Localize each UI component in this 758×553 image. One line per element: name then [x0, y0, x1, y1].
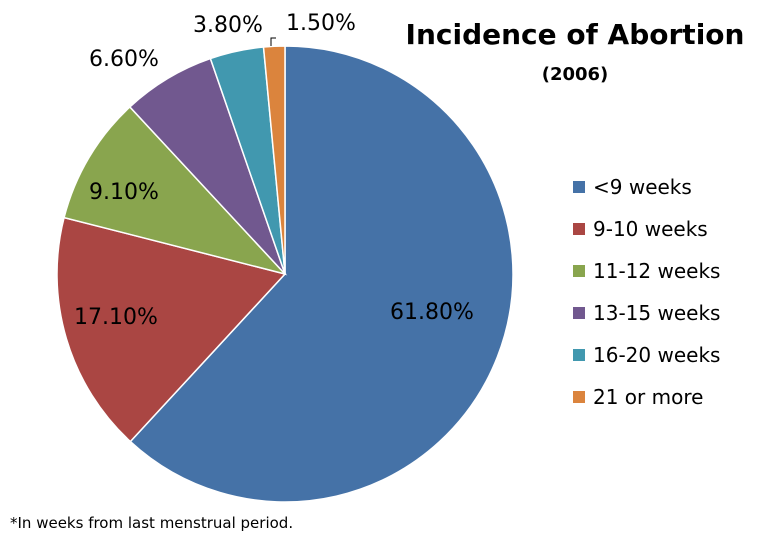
legend-item: 9-10 weeks [573, 214, 753, 256]
legend-label: <9 weeks [593, 175, 692, 199]
slice-label: 3.80% [193, 13, 263, 38]
legend-item: 13-15 weeks [573, 298, 753, 340]
legend-item: <9 weeks [573, 172, 753, 214]
legend-label: 13-15 weeks [593, 301, 721, 325]
legend-item: 16-20 weeks [573, 340, 753, 382]
slice-label: 6.60% [89, 47, 159, 72]
legend-swatch [573, 307, 585, 319]
chart-subtitle: (2006) [541, 64, 609, 85]
legend-label: 16-20 weeks [593, 343, 721, 367]
footnote: *In weeks from last menstrual period. [10, 514, 294, 532]
slice-label: 9.10% [89, 180, 159, 205]
legend-item: 11-12 weeks [573, 256, 753, 298]
legend-item: 21 or more [573, 382, 753, 424]
legend-swatch [573, 181, 585, 193]
label-leader-line [270, 37, 276, 46]
slice-label: 17.10% [74, 305, 158, 330]
legend-label: 9-10 weeks [593, 217, 708, 241]
pie-slice [63, 105, 288, 276]
legend: <9 weeks 9-10 weeks 11-12 weeks 13-15 we… [573, 172, 753, 424]
slice-label: 1.50% [286, 11, 356, 36]
legend-swatch [573, 265, 585, 277]
slice-label: 61.80% [390, 300, 474, 325]
legend-swatch [573, 223, 585, 235]
pie-slice [262, 45, 286, 275]
legend-swatch [573, 391, 585, 403]
chart-title: Incidence of Abortion [405, 18, 745, 51]
legend-label: 11-12 weeks [593, 259, 721, 283]
pie-slice [56, 216, 287, 443]
legend-label: 21 or more [593, 385, 704, 409]
pie-slice [129, 45, 514, 503]
legend-swatch [573, 349, 585, 361]
